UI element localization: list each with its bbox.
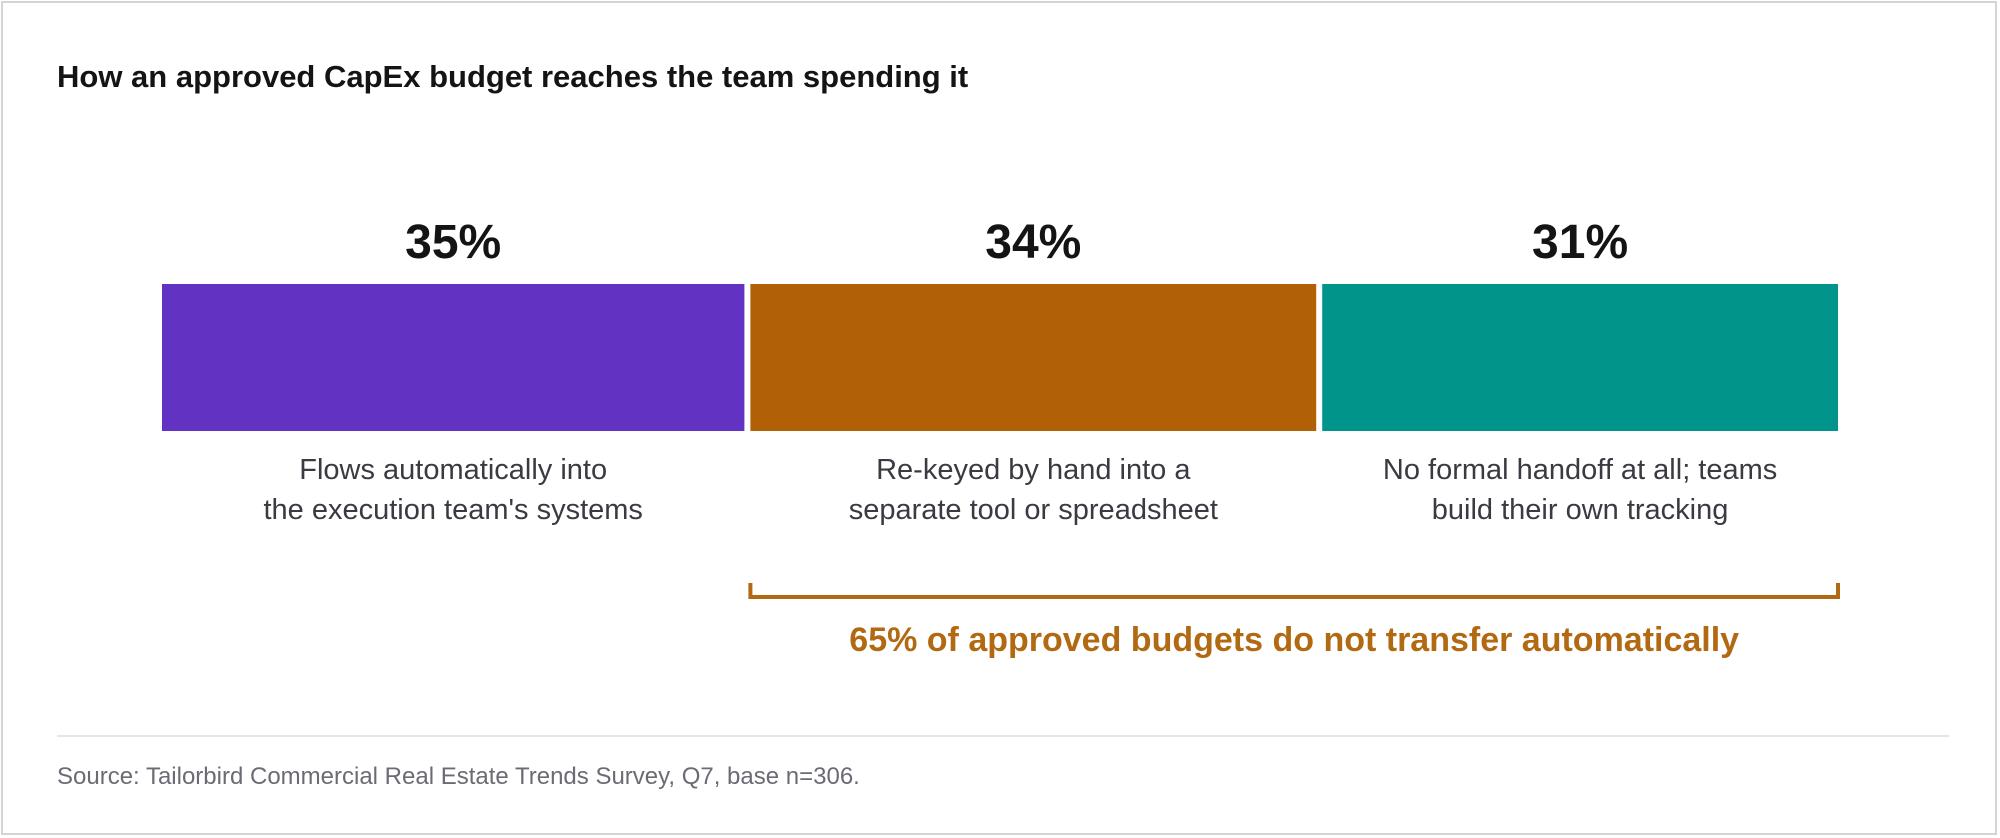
bar-segment-2	[750, 284, 1317, 431]
bracket-label: 65% of approved budgets do not transfer …	[849, 621, 1739, 659]
category-label-3-line-2: build their own tracking	[1432, 494, 1729, 526]
bar-segment-3	[1322, 284, 1838, 431]
value-label-3: 31%	[1532, 216, 1628, 269]
category-label-2-line-1: Re-keyed by hand into a	[876, 454, 1191, 486]
source-note: Source: Tailorbird Commercial Real Estat…	[57, 763, 860, 790]
category-label-1-line-1: Flows automatically into	[299, 454, 607, 486]
category-label-1-line-2: the execution team's systems	[263, 494, 642, 526]
value-label-2: 34%	[985, 216, 1081, 269]
value-label-1: 35%	[405, 216, 501, 269]
bar-segment-1	[162, 284, 745, 431]
category-label-3-line-1: No formal handoff at all; teams	[1383, 454, 1777, 486]
category-label-2-line-2: separate tool or spreadsheet	[849, 494, 1218, 526]
footer-divider	[57, 735, 1949, 737]
chart-title: How an approved CapEx budget reaches the…	[57, 59, 969, 94]
bracket-line	[748, 583, 1840, 599]
